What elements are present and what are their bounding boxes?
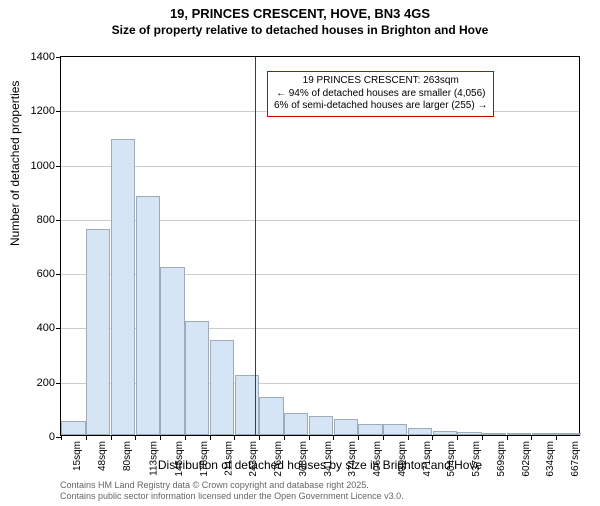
histogram-bar xyxy=(408,428,432,435)
histogram-bar xyxy=(185,321,209,435)
histogram-bar xyxy=(556,433,580,435)
annotation-line: 6% of semi-detached houses are larger (2… xyxy=(274,100,487,113)
histogram-bar xyxy=(210,340,234,435)
chart-area: 020040060080010001200140015sqm48sqm80sqm… xyxy=(60,56,580,436)
x-tick xyxy=(234,435,235,440)
annotation-line: ← 94% of detached houses are smaller (4,… xyxy=(274,88,487,101)
histogram-bar xyxy=(160,267,184,435)
page-subtitle: Size of property relative to detached ho… xyxy=(0,23,600,37)
histogram-bar xyxy=(259,397,283,435)
annotation-box: 19 PRINCES CRESCENT: 263sqm← 94% of deta… xyxy=(267,71,494,117)
footer-line: Contains HM Land Registry data © Crown c… xyxy=(60,480,404,491)
x-tick xyxy=(284,435,285,440)
x-tick xyxy=(556,435,557,440)
x-tick xyxy=(210,435,211,440)
x-tick xyxy=(507,435,508,440)
x-axis-title: Distribution of detached houses by size … xyxy=(60,458,580,472)
x-tick xyxy=(358,435,359,440)
histogram-bar xyxy=(482,433,506,435)
histogram-bar xyxy=(61,421,85,435)
x-tick xyxy=(383,435,384,440)
histogram-bar xyxy=(136,196,160,435)
y-tick-label: 1000 xyxy=(31,160,61,172)
histogram-bar xyxy=(111,139,135,435)
histogram-bar xyxy=(358,424,382,435)
histogram-bar xyxy=(383,424,407,435)
page-title: 19, PRINCES CRESCENT, HOVE, BN3 4GS xyxy=(0,6,600,21)
x-tick xyxy=(135,435,136,440)
x-tick xyxy=(432,435,433,440)
histogram-bar xyxy=(86,229,110,435)
x-tick xyxy=(61,435,62,440)
x-tick xyxy=(408,435,409,440)
attribution-footer: Contains HM Land Registry data © Crown c… xyxy=(60,480,404,503)
x-tick xyxy=(185,435,186,440)
plot-area: 020040060080010001200140015sqm48sqm80sqm… xyxy=(60,56,580,436)
y-tick-label: 1400 xyxy=(31,51,61,63)
x-tick xyxy=(309,435,310,440)
footer-line: Contains public sector information licen… xyxy=(60,491,404,502)
x-tick xyxy=(457,435,458,440)
y-tick-label: 400 xyxy=(37,322,61,334)
x-tick xyxy=(111,435,112,440)
x-tick xyxy=(160,435,161,440)
y-tick-label: 1200 xyxy=(31,105,61,117)
histogram-bar xyxy=(433,431,457,435)
histogram-bar xyxy=(284,413,308,435)
y-axis-title: Number of detached properties xyxy=(8,81,22,246)
grid-line xyxy=(61,166,579,167)
y-tick-label: 800 xyxy=(37,214,61,226)
histogram-bar xyxy=(457,432,481,435)
histogram-bar xyxy=(334,419,358,435)
y-tick-label: 200 xyxy=(37,377,61,389)
histogram-bar xyxy=(507,433,531,435)
x-tick xyxy=(333,435,334,440)
x-tick xyxy=(86,435,87,440)
annotation-line: 19 PRINCES CRESCENT: 263sqm xyxy=(274,75,487,88)
x-tick xyxy=(531,435,532,440)
x-tick xyxy=(259,435,260,440)
histogram-bar xyxy=(532,433,556,435)
histogram-bar xyxy=(309,416,333,435)
reference-line xyxy=(255,57,256,435)
y-tick-label: 0 xyxy=(49,431,61,443)
y-tick-label: 600 xyxy=(37,268,61,280)
x-tick xyxy=(482,435,483,440)
